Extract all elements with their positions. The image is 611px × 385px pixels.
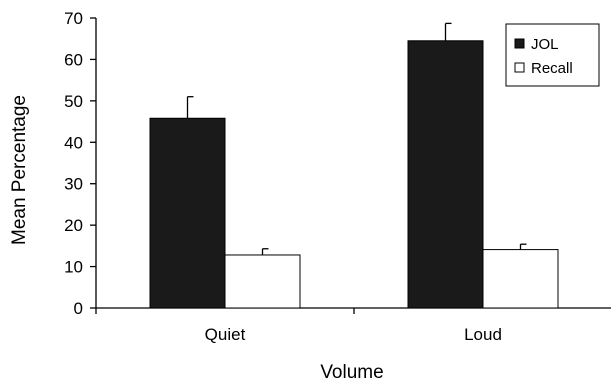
y-tick-label: 20 [64, 216, 83, 235]
x-tick-label: Loud [464, 325, 502, 344]
x-axis-title: Volume [320, 362, 383, 383]
legend-label-recall: Recall [531, 60, 573, 77]
legend-label-jol: JOL [531, 36, 559, 53]
y-tick-label: 60 [64, 50, 83, 69]
legend-box [505, 23, 600, 87]
legend: JOL Recall [505, 23, 600, 87]
bars [149, 40, 559, 309]
y-tick-label: 30 [64, 175, 83, 194]
legend-swatch-recall [514, 62, 525, 73]
y-axis-title: Mean Percentage [9, 95, 30, 245]
x-tick-label: Quiet [205, 325, 246, 344]
y-tick-label: 50 [64, 92, 83, 111]
bar-jol-quiet [149, 117, 226, 309]
bar-recall-loud [482, 249, 559, 309]
y-tick-label: 0 [74, 299, 83, 318]
x-axis: Quiet Loud [95, 307, 611, 344]
legend-swatch-jol [514, 38, 525, 49]
y-axis: 0 10 20 30 40 50 60 70 [64, 9, 97, 318]
y-tick-label: 10 [64, 258, 83, 277]
y-tick-label: 70 [64, 9, 83, 28]
bar-jol-loud [407, 40, 484, 309]
y-tick-label: 40 [64, 133, 83, 152]
error-bars [186, 22, 527, 255]
bar-recall-quiet [224, 254, 301, 309]
